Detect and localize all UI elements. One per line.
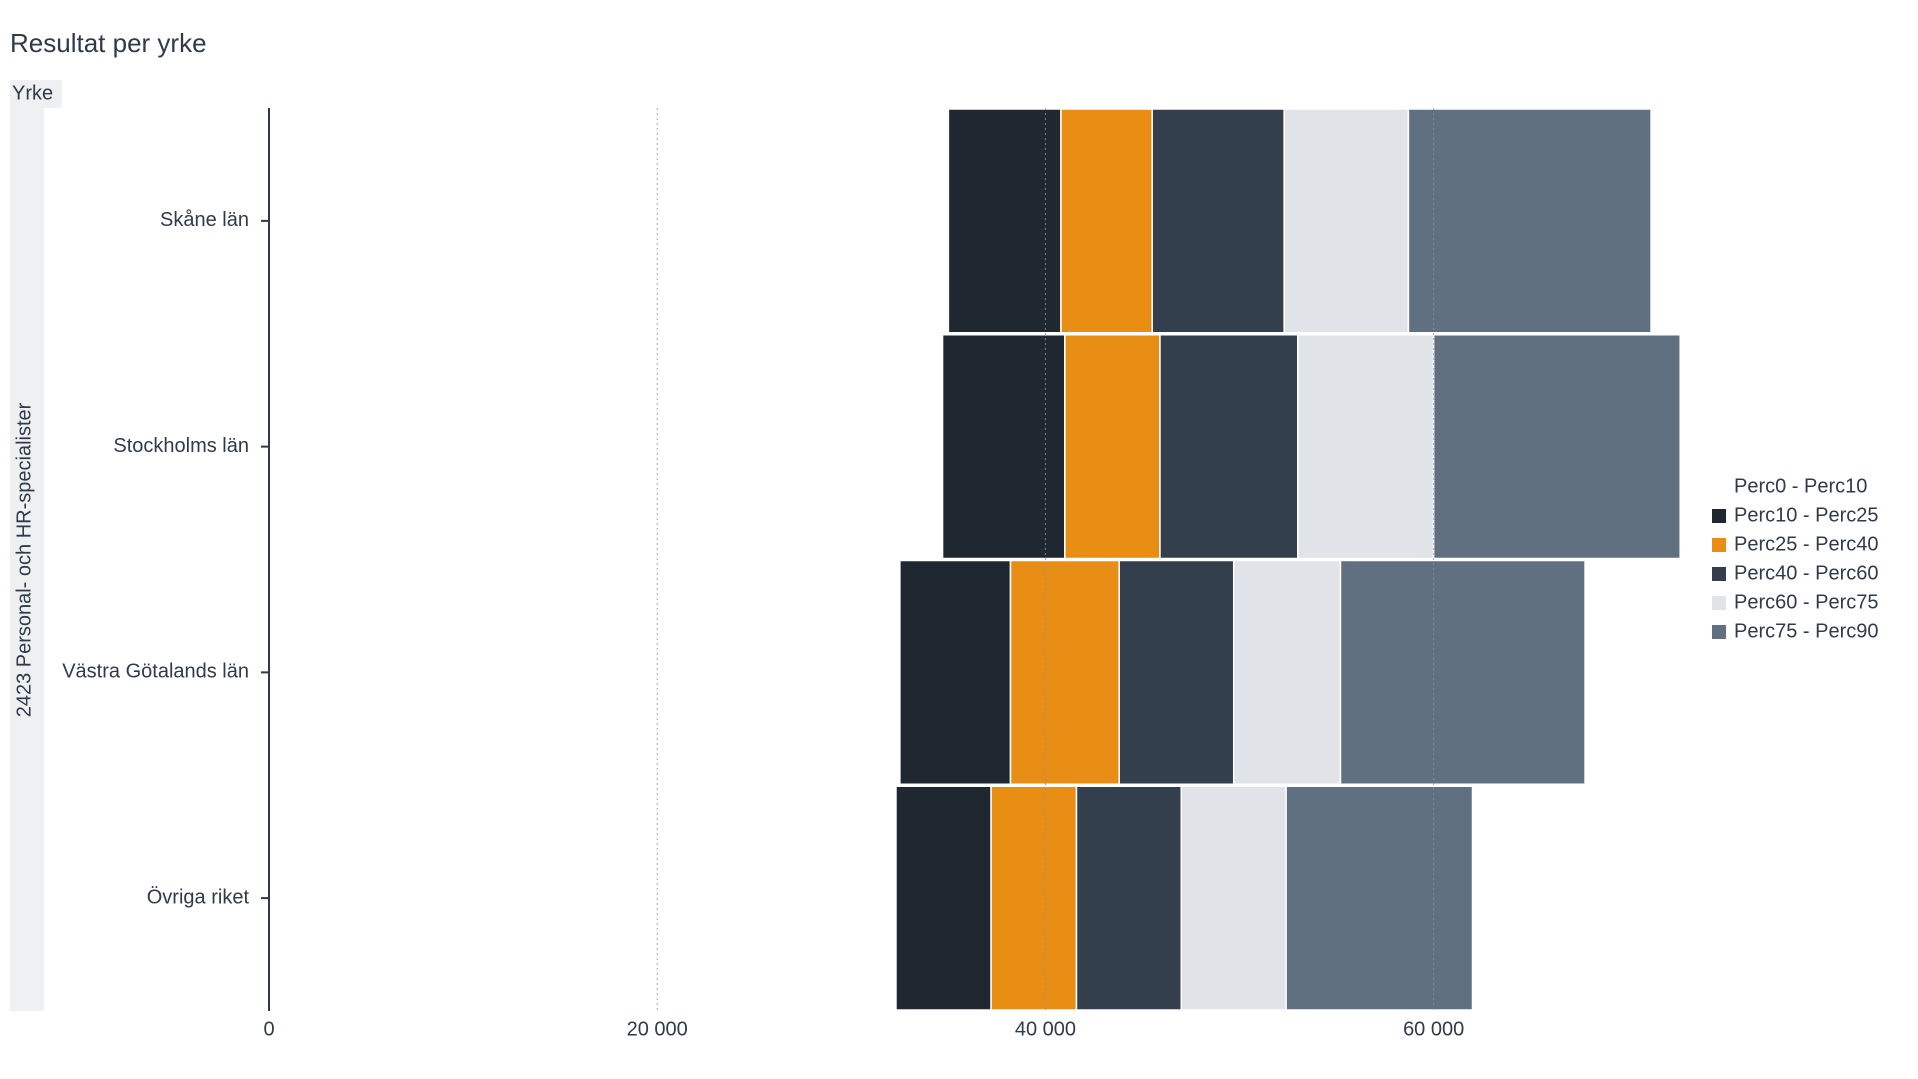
group-label: 2423 Personal- och HR-specialister [13, 402, 35, 717]
bar-segment [1060, 108, 1153, 334]
bar-segment [269, 335, 943, 559]
bar-segment [1009, 559, 1120, 785]
group-bg [10, 108, 44, 1011]
legend-label: Perc0 - Perc10 [1734, 475, 1867, 497]
bar-segment [1159, 334, 1299, 560]
bar-segment [1151, 108, 1285, 334]
legend-label: Perc10 - Perc25 [1734, 504, 1879, 526]
bar-segment [1283, 108, 1410, 334]
bar-segment [1180, 785, 1287, 1011]
x-tick-label: 0 [263, 1018, 274, 1040]
x-tick-label: 20 000 [627, 1018, 688, 1040]
bar-segment [941, 334, 1066, 560]
bar-segment [269, 109, 948, 333]
bar-segment [1075, 785, 1183, 1011]
bar-segment [947, 108, 1062, 334]
legend-marker [1712, 480, 1726, 494]
bar-segment [1432, 334, 1681, 560]
legend-marker [1712, 509, 1726, 523]
bar-segment [895, 785, 992, 1011]
legend-label: Perc25 - Perc40 [1734, 533, 1879, 555]
bar-segment [269, 786, 896, 1010]
y-tick-label: Övriga riket [147, 886, 250, 908]
bar-segment [1285, 785, 1474, 1011]
bar-segment [1339, 559, 1586, 785]
legend-label: Perc75 - Perc90 [1734, 620, 1879, 642]
bar-segment [1297, 334, 1435, 560]
legend-marker [1712, 625, 1726, 639]
bar-segment [269, 561, 900, 785]
y-tick-label: Västra Götalands län [62, 661, 249, 683]
bar-segment [1118, 559, 1235, 785]
y-tick-label: Stockholms län [113, 435, 249, 457]
bar-segment [1232, 559, 1342, 785]
legend-label: Perc60 - Perc75 [1734, 591, 1879, 613]
legend-label: Perc40 - Perc60 [1734, 562, 1879, 584]
legend-marker [1712, 596, 1726, 610]
x-tick-label: 40 000 [1015, 1018, 1076, 1040]
bar-segment [1064, 334, 1161, 560]
y-tick-label: Skåne län [160, 209, 249, 231]
bar-segment [1407, 108, 1652, 334]
x-tick-label: 60 000 [1403, 1018, 1464, 1040]
legend-marker [1712, 567, 1726, 581]
axis-title-bg [10, 80, 62, 108]
legend-marker [1712, 538, 1726, 552]
bar-segment [990, 785, 1078, 1011]
bar-segment [899, 559, 1012, 785]
chart-title: Resultat per yrke [10, 28, 207, 58]
y-axis-title: Yrke [12, 82, 53, 104]
